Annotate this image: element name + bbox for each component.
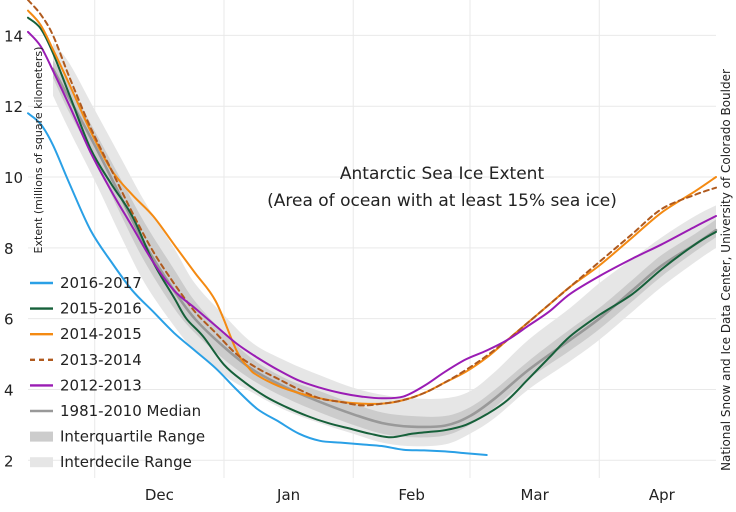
- legend-item-2014-2015: 2014-2015: [30, 325, 142, 343]
- x-tick-jan: Jan: [276, 486, 300, 504]
- series-2013-2014: [27, 0, 717, 407]
- x-tick-apr: Apr: [649, 486, 676, 504]
- chart-subtitle: (Area of ocean with at least 15% sea ice…: [267, 191, 617, 211]
- x-tick-feb: Feb: [398, 486, 425, 504]
- axis-layer: 2 4 6 8 10 12 14 Dec Jan Feb Mar Apr: [4, 27, 676, 504]
- legend-label: 2014-2015: [60, 325, 142, 343]
- series-layer: [27, 0, 718, 456]
- legend: 2016-2017 2015-2016 2014-2015 2013-2014 2012…: [30, 274, 205, 471]
- y-tick-4: 4: [4, 381, 14, 399]
- legend-label: 1981-2010 Median: [60, 402, 201, 420]
- legend-item-interquartile-range: Interquartile Range: [30, 428, 205, 446]
- legend-item-interdecile-range: Interdecile Range: [30, 453, 192, 471]
- y-tick-6: 6: [4, 311, 14, 329]
- legend-label: 2016-2017: [60, 274, 142, 292]
- x-tick-mar: Mar: [520, 486, 549, 504]
- x-tick-dec: Dec: [145, 486, 174, 504]
- legend-swatch: [30, 457, 53, 468]
- band-layer: [53, 42, 716, 447]
- legend-label: 2015-2016: [60, 300, 142, 318]
- y-tick-12: 12: [4, 98, 23, 116]
- legend-item-2015-2016: 2015-2016: [30, 300, 142, 318]
- legend-label: 2012-2013: [60, 376, 142, 394]
- y-tick-14: 14: [4, 27, 23, 45]
- y-axis-label: Extent (millions of square kilometers): [32, 47, 45, 254]
- y-tick-8: 8: [4, 240, 14, 258]
- y-tick-10: 10: [4, 169, 23, 187]
- series-2016-2017: [27, 112, 488, 456]
- legend-item-2016-2017: 2016-2017: [30, 274, 142, 292]
- series-2012-2013: [27, 30, 717, 400]
- y-tick-2: 2: [4, 452, 14, 470]
- legend-item-2013-2014: 2013-2014: [30, 351, 142, 369]
- legend-item-1981-2010-median: 1981-2010 Median: [30, 402, 201, 420]
- chart-title: Antarctic Sea Ice Extent: [340, 164, 545, 184]
- series-2015-2016: [27, 16, 717, 439]
- legend-label: Interdecile Range: [60, 453, 192, 471]
- credit-text: National Snow and Ice Data Center, Unive…: [719, 69, 733, 471]
- legend-swatch: [30, 431, 53, 442]
- legend-label: Interquartile Range: [60, 428, 205, 446]
- legend-label: 2013-2014: [60, 351, 142, 369]
- legend-item-2012-2013: 2012-2013: [30, 376, 142, 394]
